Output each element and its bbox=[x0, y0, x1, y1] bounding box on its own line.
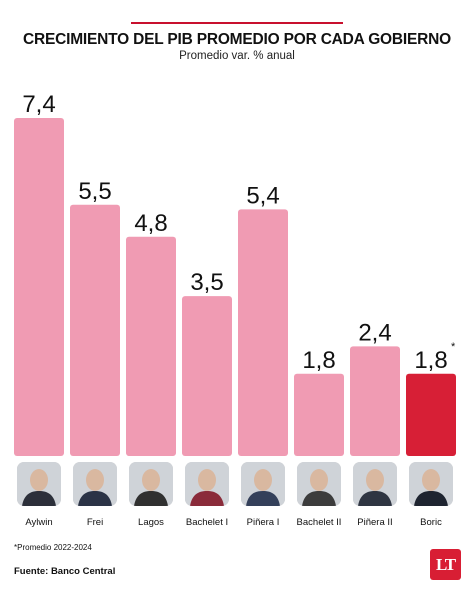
portrait-piñera-ii bbox=[353, 462, 397, 506]
person-silhouette-icon bbox=[73, 462, 117, 506]
top-rule bbox=[131, 22, 343, 24]
person-silhouette-icon bbox=[241, 462, 285, 506]
bar-value-label: 5,4 bbox=[246, 182, 279, 209]
portrait-name-label: Bachelet II bbox=[296, 517, 342, 528]
bar-bachelet-i bbox=[182, 296, 232, 456]
portrait-frei bbox=[73, 462, 117, 506]
bar-piñera-ii bbox=[350, 346, 400, 456]
bar-aylwin bbox=[14, 118, 64, 456]
bar-value-label: 5,5 bbox=[78, 178, 111, 205]
portrait-name-label: Piñera II bbox=[357, 517, 393, 528]
bar-value-label: 7,4 bbox=[22, 91, 55, 118]
person-silhouette-icon bbox=[129, 462, 173, 506]
bar-value-label: 3,5 bbox=[190, 269, 223, 296]
bar-chart: 7,4 5,5 4,8 3,5 5,4 1,8 2,4 1,8 * bbox=[14, 91, 456, 456]
portrait-bachelet-ii bbox=[297, 462, 341, 506]
person-silhouette-icon bbox=[17, 462, 61, 506]
portrait-name-label: Aylwin bbox=[25, 517, 53, 528]
bar-value-label: 2,4 bbox=[358, 319, 391, 346]
portrait-name-label: Bachelet I bbox=[185, 517, 229, 528]
bar-bachelet-ii bbox=[294, 373, 344, 456]
person-silhouette-icon bbox=[353, 462, 397, 506]
bar-piñera-i bbox=[238, 209, 288, 456]
bar-value-label: 1,8 bbox=[302, 347, 335, 374]
bar-value-label: 4,8 bbox=[134, 210, 167, 237]
portrait-lagos bbox=[129, 462, 173, 506]
portrait-name-label: Frei bbox=[86, 517, 104, 528]
person-silhouette-icon bbox=[185, 462, 229, 506]
portrait-name-label: Boric bbox=[420, 517, 442, 528]
bar-boric bbox=[406, 373, 456, 456]
portrait-name-label: Lagos bbox=[138, 517, 164, 528]
portrait-boric bbox=[409, 462, 453, 506]
bar-lagos bbox=[126, 236, 176, 456]
footnote: *Promedio 2022-2024 bbox=[14, 543, 92, 552]
person-silhouette-icon bbox=[297, 462, 341, 506]
source-note: Fuente: Banco Central bbox=[14, 566, 116, 577]
portrait-aylwin bbox=[17, 462, 61, 506]
chart-title: CRECIMIENTO DEL PIB PROMEDIO POR CADA GO… bbox=[23, 31, 451, 48]
bar-frei bbox=[70, 204, 120, 456]
chart-subtitle: Promedio var. % anual bbox=[179, 50, 295, 62]
portrait-bachelet-i bbox=[185, 462, 229, 506]
bar-annotation-asterisk: * bbox=[451, 341, 456, 353]
lt-logo: LT bbox=[430, 549, 461, 580]
bar-value-label: 1,8 bbox=[414, 347, 447, 374]
person-silhouette-icon bbox=[409, 462, 453, 506]
portrait-row: Aylwin Frei Lagos Bachelet I Piñera I Bachele… bbox=[0, 462, 474, 528]
portrait-piñera-i bbox=[241, 462, 285, 506]
portrait-name-label: Piñera I bbox=[246, 517, 280, 528]
